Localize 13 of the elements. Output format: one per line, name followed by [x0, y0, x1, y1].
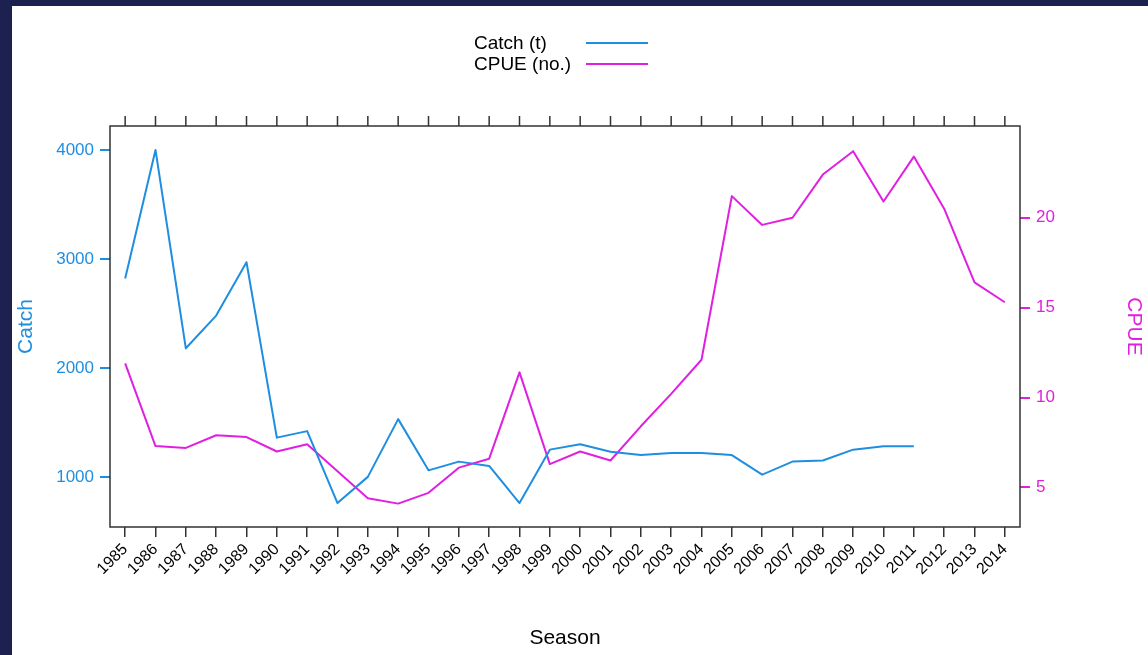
y-axis-title: Catch	[13, 299, 37, 354]
y2-tick-label: 20	[1036, 207, 1055, 227]
y-tick-label: 2000	[56, 357, 94, 377]
y2-axis-title: CPUE	[1123, 297, 1147, 356]
x-axis-title: Season	[529, 625, 601, 649]
legend-label: Catch (t)	[474, 32, 548, 53]
legend-label: CPUE (no.)	[474, 53, 573, 74]
y2-tick-label: 10	[1036, 387, 1055, 407]
y-tick-label: 1000	[56, 466, 94, 486]
y2-tick-label: 5	[1036, 477, 1046, 497]
y-tick-label: 3000	[56, 248, 94, 268]
y2-tick-label: 15	[1036, 297, 1055, 317]
y-tick-label: 4000	[56, 139, 94, 159]
